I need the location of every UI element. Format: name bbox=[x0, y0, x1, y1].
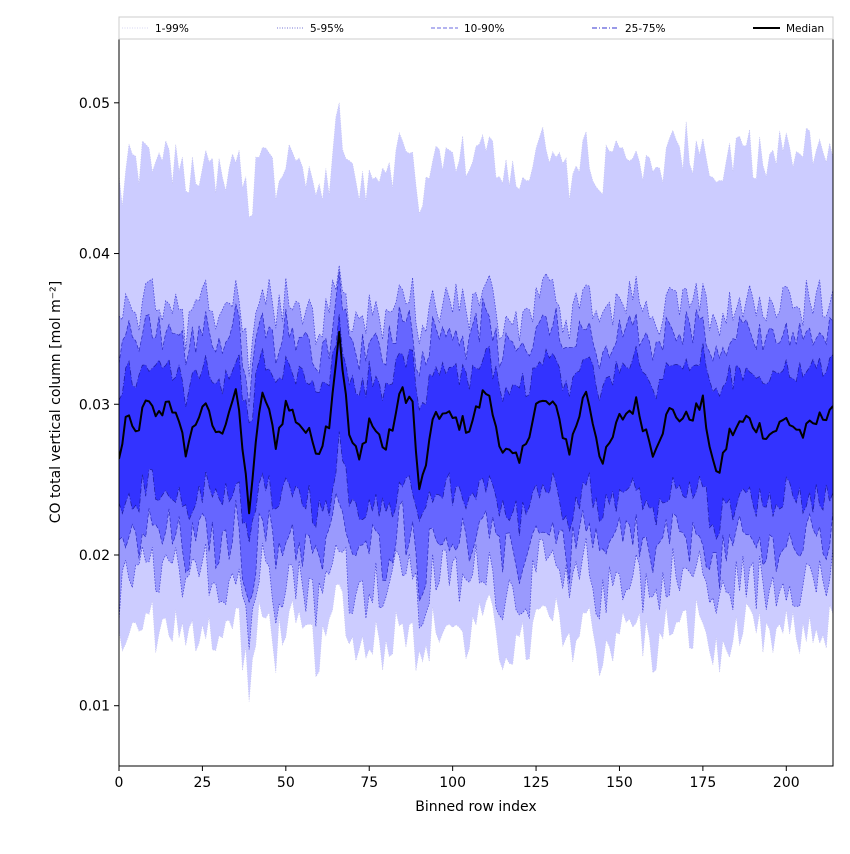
legend-label-1-99%: 1-99% bbox=[155, 23, 189, 35]
x-tick-label: 150 bbox=[606, 775, 633, 791]
legend-label-25-75%: 25-75% bbox=[625, 23, 666, 35]
legend-label-10-90%: 10-90% bbox=[464, 23, 505, 35]
legend-box bbox=[118, 16, 834, 40]
y-tick-label: 0.04 bbox=[79, 247, 110, 263]
legend: 1-99% 5-95% 10-90% 25-75% Median bbox=[118, 16, 834, 40]
x-tick-label: 175 bbox=[690, 775, 717, 791]
median-line bbox=[119, 330, 833, 515]
legend-label-Median: Median bbox=[786, 23, 824, 35]
x-tick-label: 0 bbox=[115, 775, 124, 791]
band-lower-edge-5-95% bbox=[119, 537, 833, 650]
x-axis-label: Binned row index bbox=[415, 799, 536, 815]
y-tick-label: 0.02 bbox=[79, 548, 110, 564]
x-tick-label: 125 bbox=[523, 775, 550, 791]
x-axis: 0 25 50 75 100 125 150 175 200 bbox=[115, 766, 800, 791]
band-upper-edge-10-90% bbox=[119, 271, 833, 407]
y-axis-label: CO total vertical column [mol m⁻²] bbox=[48, 281, 64, 523]
x-tick-label: 25 bbox=[193, 775, 211, 791]
band-upper-edge-25-75% bbox=[119, 313, 833, 424]
x-tick-label: 200 bbox=[773, 775, 800, 791]
x-tick-label: 75 bbox=[360, 775, 378, 791]
band-upper-edge-5-95% bbox=[119, 265, 833, 377]
x-tick-label: 100 bbox=[439, 775, 466, 791]
y-tick-label: 0.01 bbox=[79, 699, 110, 715]
band-lower-edge-10-90% bbox=[119, 492, 833, 604]
x-tick-label: 50 bbox=[277, 775, 295, 791]
y-axis: 0.01 0.02 0.03 0.04 0.05 bbox=[79, 96, 119, 715]
band-lower-edge-25-75% bbox=[119, 431, 833, 543]
band-25-75% bbox=[119, 313, 833, 543]
band-lower-edge-1-99% bbox=[119, 583, 833, 702]
band-upper-edge-1-99% bbox=[119, 102, 833, 218]
median-layer bbox=[119, 330, 833, 515]
percentile-bands bbox=[119, 102, 833, 702]
y-tick-label: 0.03 bbox=[79, 397, 110, 413]
legend-label-5-95%: 5-95% bbox=[310, 23, 344, 35]
y-tick-label: 0.05 bbox=[79, 96, 110, 112]
